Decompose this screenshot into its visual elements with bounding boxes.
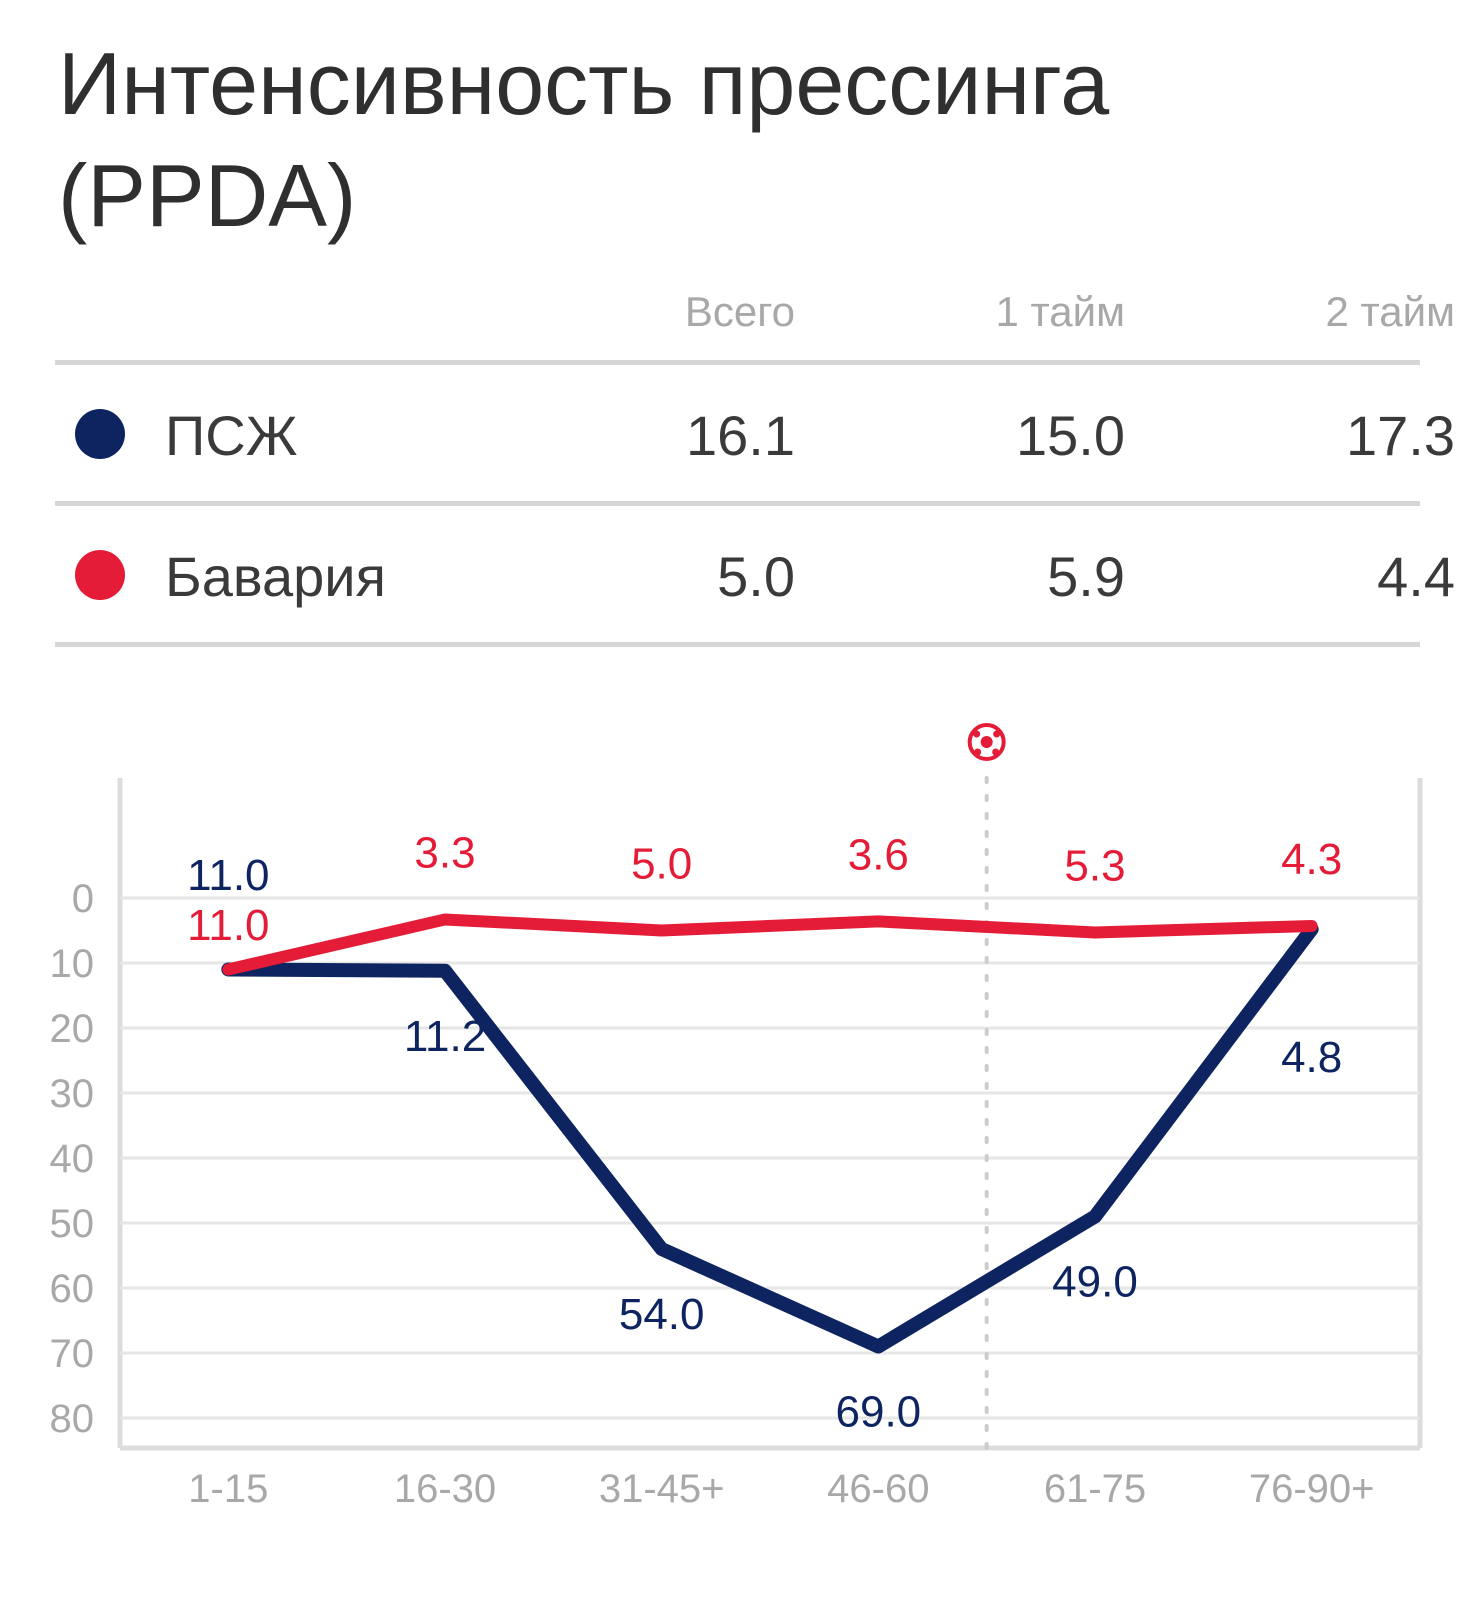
x-tick-label: 61-75: [1044, 1467, 1146, 1511]
y-tick-label: 50: [50, 1202, 95, 1246]
header-first-half: 1 тайм: [995, 288, 1126, 335]
data-label-psg: 4.8: [1281, 1033, 1342, 1082]
y-tick-label: 80: [50, 1397, 95, 1441]
data-label-bayern: 3.6: [848, 830, 909, 879]
data-label-bayern: 3.3: [414, 828, 475, 877]
y-tick-label: 70: [50, 1332, 95, 1376]
data-label-psg: 54.0: [619, 1290, 705, 1339]
data-label-psg: 49.0: [1052, 1258, 1138, 1307]
x-tick-label: 31-45+: [599, 1467, 725, 1511]
stats-row-bayern: Бавария 5.0 5.9 4.4: [55, 506, 1455, 647]
header-total: Всего: [684, 288, 795, 335]
x-tick-label: 76-90+: [1249, 1467, 1375, 1511]
value-first-half: 15.0: [1016, 404, 1125, 467]
value-second-half: 17.3: [1346, 404, 1455, 467]
data-label-psg: 11.2: [404, 1012, 486, 1061]
x-tick-label: 1-15: [188, 1467, 268, 1511]
x-tick-label: 46-60: [827, 1467, 929, 1511]
data-label-bayern: 5.3: [1064, 841, 1125, 890]
data-label-bayern: 5.0: [631, 840, 692, 889]
data-label-bayern: 11.0: [187, 901, 269, 950]
value-second-half: 4.4: [1377, 545, 1455, 608]
data-label-bayern: 4.3: [1281, 835, 1342, 884]
x-tick-label: 16-30: [394, 1467, 496, 1511]
series-line-bayern: [222, 913, 1318, 976]
value-first-half: 5.9: [1047, 545, 1125, 608]
y-tick-label: 30: [50, 1072, 95, 1116]
stats-row-psg: ПСЖ 16.1 15.0 17.3: [55, 365, 1455, 506]
team-name: Бавария: [165, 545, 386, 608]
y-tick-label: 60: [50, 1267, 95, 1311]
football-icon: [967, 723, 1006, 761]
chart-title: Интенсивность прессинга (PPDA): [58, 34, 1110, 245]
bayern-dot-icon: [75, 550, 125, 600]
series-line-psg: [221, 922, 1319, 1354]
value-total: 16.1: [686, 404, 795, 467]
y-tick-label: 40: [50, 1137, 95, 1181]
stats-header: Всего 1 тайм 2 тайм: [55, 270, 1455, 365]
y-tick-label: 20: [50, 1007, 95, 1051]
header-second-half: 2 тайм: [1325, 288, 1456, 335]
data-label-psg: 69.0: [836, 1388, 922, 1437]
psg-dot-icon: [75, 409, 125, 459]
y-tick-label: 10: [50, 942, 95, 986]
stats-table: Всего 1 тайм 2 тайм ПСЖ 16.1 15.0 17.3 Б…: [55, 270, 1455, 647]
team-name: ПСЖ: [165, 404, 298, 467]
value-total: 5.0: [717, 545, 795, 608]
y-tick-label: 0: [72, 877, 94, 921]
data-label-psg: 11.0: [187, 851, 269, 900]
